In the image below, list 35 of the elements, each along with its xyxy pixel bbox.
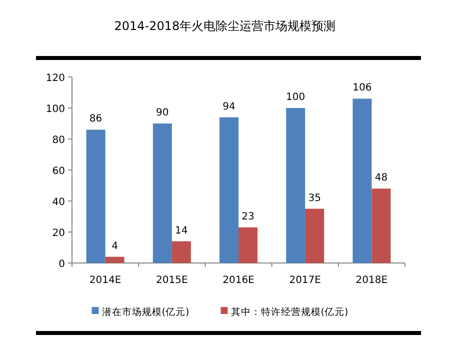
bar bbox=[220, 117, 238, 263]
y-tick-label: 100 bbox=[46, 104, 65, 115]
data-label: 100 bbox=[286, 92, 306, 103]
data-label: 14 bbox=[175, 225, 188, 236]
data-label: 23 bbox=[242, 211, 254, 222]
y-tick-label: 20 bbox=[52, 228, 65, 239]
x-tick-label: 2015E bbox=[156, 275, 188, 286]
bar bbox=[352, 98, 372, 263]
y-tick-label: 120 bbox=[46, 73, 65, 84]
data-label: 90 bbox=[156, 108, 169, 118]
chart-title: 2014-2018年火电除尘运营市场规模预测 bbox=[114, 19, 336, 33]
data-label: 35 bbox=[308, 192, 321, 204]
data-label: 94 bbox=[222, 101, 236, 112]
legend-label: 其中：特许经营规模(亿元) bbox=[230, 306, 348, 318]
bar bbox=[105, 256, 124, 263]
y-tick-label: 80 bbox=[52, 135, 65, 146]
bar bbox=[305, 208, 324, 263]
x-tick-label: 2014E bbox=[89, 275, 122, 286]
data-label: 4 bbox=[112, 240, 118, 252]
data-label: 48 bbox=[374, 172, 388, 184]
x-tick-label: 2016E bbox=[222, 275, 254, 286]
y-tick-label: 40 bbox=[52, 197, 65, 208]
legend-label: 潜在市场规模(亿元) bbox=[102, 306, 190, 318]
data-label: 106 bbox=[352, 82, 372, 94]
bar bbox=[86, 130, 106, 263]
bar bbox=[172, 241, 191, 263]
data-label: 86 bbox=[89, 114, 102, 125]
x-tick-label: 2017E bbox=[289, 275, 321, 286]
bar bbox=[286, 108, 306, 263]
bar bbox=[238, 227, 258, 263]
y-tick-label: 0 bbox=[58, 259, 65, 270]
y-tick-label: 60 bbox=[52, 166, 65, 177]
bar bbox=[152, 124, 172, 263]
x-tick-label: 2018E bbox=[356, 275, 388, 286]
bar bbox=[372, 188, 391, 263]
